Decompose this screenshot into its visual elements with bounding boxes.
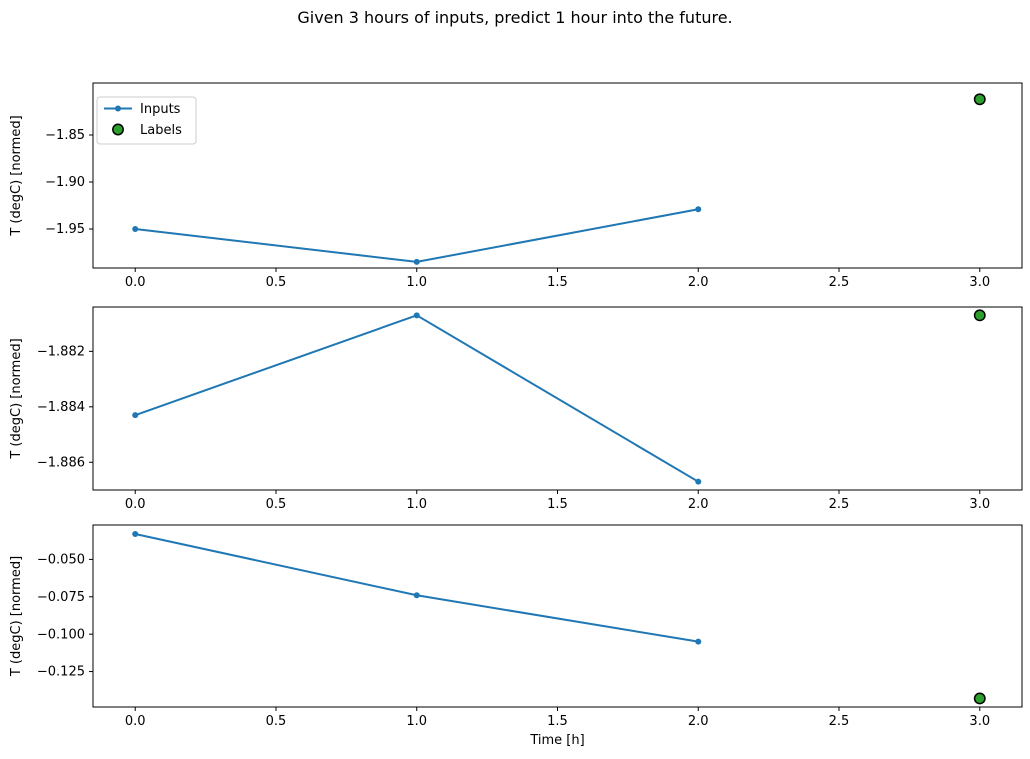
x-tick-label: 1.0 [406,714,427,729]
x-tick-label: 1.0 [406,275,427,290]
inputs-marker [413,592,420,599]
x-tick-label: 0.0 [125,275,146,290]
x-tick-label: 2.5 [829,497,850,512]
inputs-marker [695,638,702,645]
axes-frame [92,524,1023,708]
y-axis-label: T (degC) [normed] [9,556,24,677]
inputs-line [134,532,700,643]
figure-title: Given 3 hours of inputs, predict 1 hour … [297,8,733,27]
x-tick-label: 1.5 [547,714,568,729]
y-tick-label: −1.95 [45,222,85,237]
x-tick-label: 2.5 [829,275,850,290]
y-tick-label: −0.075 [37,590,85,605]
x-tick-label: 0.0 [125,497,146,512]
y-axis-label: T (degC) [normed] [9,338,24,459]
x-tick-label: 0.5 [266,714,287,729]
y-tick-label: −0.125 [37,665,85,680]
x-tick-label: 2.0 [688,275,709,290]
x-tick-label: 0.5 [266,275,287,290]
x-tick-label: 3.0 [969,714,990,729]
y-tick-label: −0.100 [37,627,85,642]
inputs-line [134,314,700,483]
inputs-marker [413,258,420,265]
legend-entry-label: Labels [140,123,182,138]
x-tick-label: 3.0 [969,275,990,290]
x-axis-label: Time [h] [529,733,584,748]
y-tick-label: −0.050 [37,553,85,568]
labels-marker [973,93,986,106]
inputs-marker [413,312,420,319]
inputs-marker [132,412,139,419]
x-tick-label: 3.0 [969,497,990,512]
labels-marker [973,692,986,705]
legend: Inputs Labels [96,96,197,145]
y-tick-label: −1.90 [45,175,85,190]
x-tick-label: 2.5 [829,714,850,729]
x-tick-label: 1.5 [547,275,568,290]
x-tick-label: 1.5 [547,497,568,512]
inputs-marker [695,206,702,213]
y-axis-label: T (degC) [normed] [9,115,24,236]
x-tick-label: 2.0 [688,714,709,729]
legend-entry-label: Inputs [140,102,181,117]
x-tick-label: 0.0 [125,714,146,729]
subplot-1: 0.0 0.5 1.0 1.5 2.0 2.5 3.0 −1.85 −1.90 −1.95 T (d… [9,82,1023,290]
inputs-line [134,208,700,263]
legend-labels-sample-marker [112,123,124,136]
y-tick-label: −1.884 [37,400,85,415]
x-tick-label: 2.0 [688,497,709,512]
inputs-marker [695,478,702,485]
inputs-marker [132,530,139,537]
y-tick-label: −1.886 [37,455,85,470]
subplot-2: 0.0 0.5 1.0 1.5 2.0 2.5 3.0 −1.882 −1.884 −1.886 T… [9,306,1023,512]
x-tick-label: 1.0 [406,497,427,512]
inputs-marker [132,225,139,232]
y-tick-label: −1.882 [37,345,85,360]
x-tick-label: 0.5 [266,497,287,512]
y-tick-label: −1.85 [45,128,85,143]
labels-marker [973,309,986,322]
legend-inputs-sample-marker [115,105,121,112]
subplot-3: 0.0 0.5 1.0 1.5 2.0 2.5 3.0 −0.050 −0.075 −0.100 −… [9,524,1023,748]
